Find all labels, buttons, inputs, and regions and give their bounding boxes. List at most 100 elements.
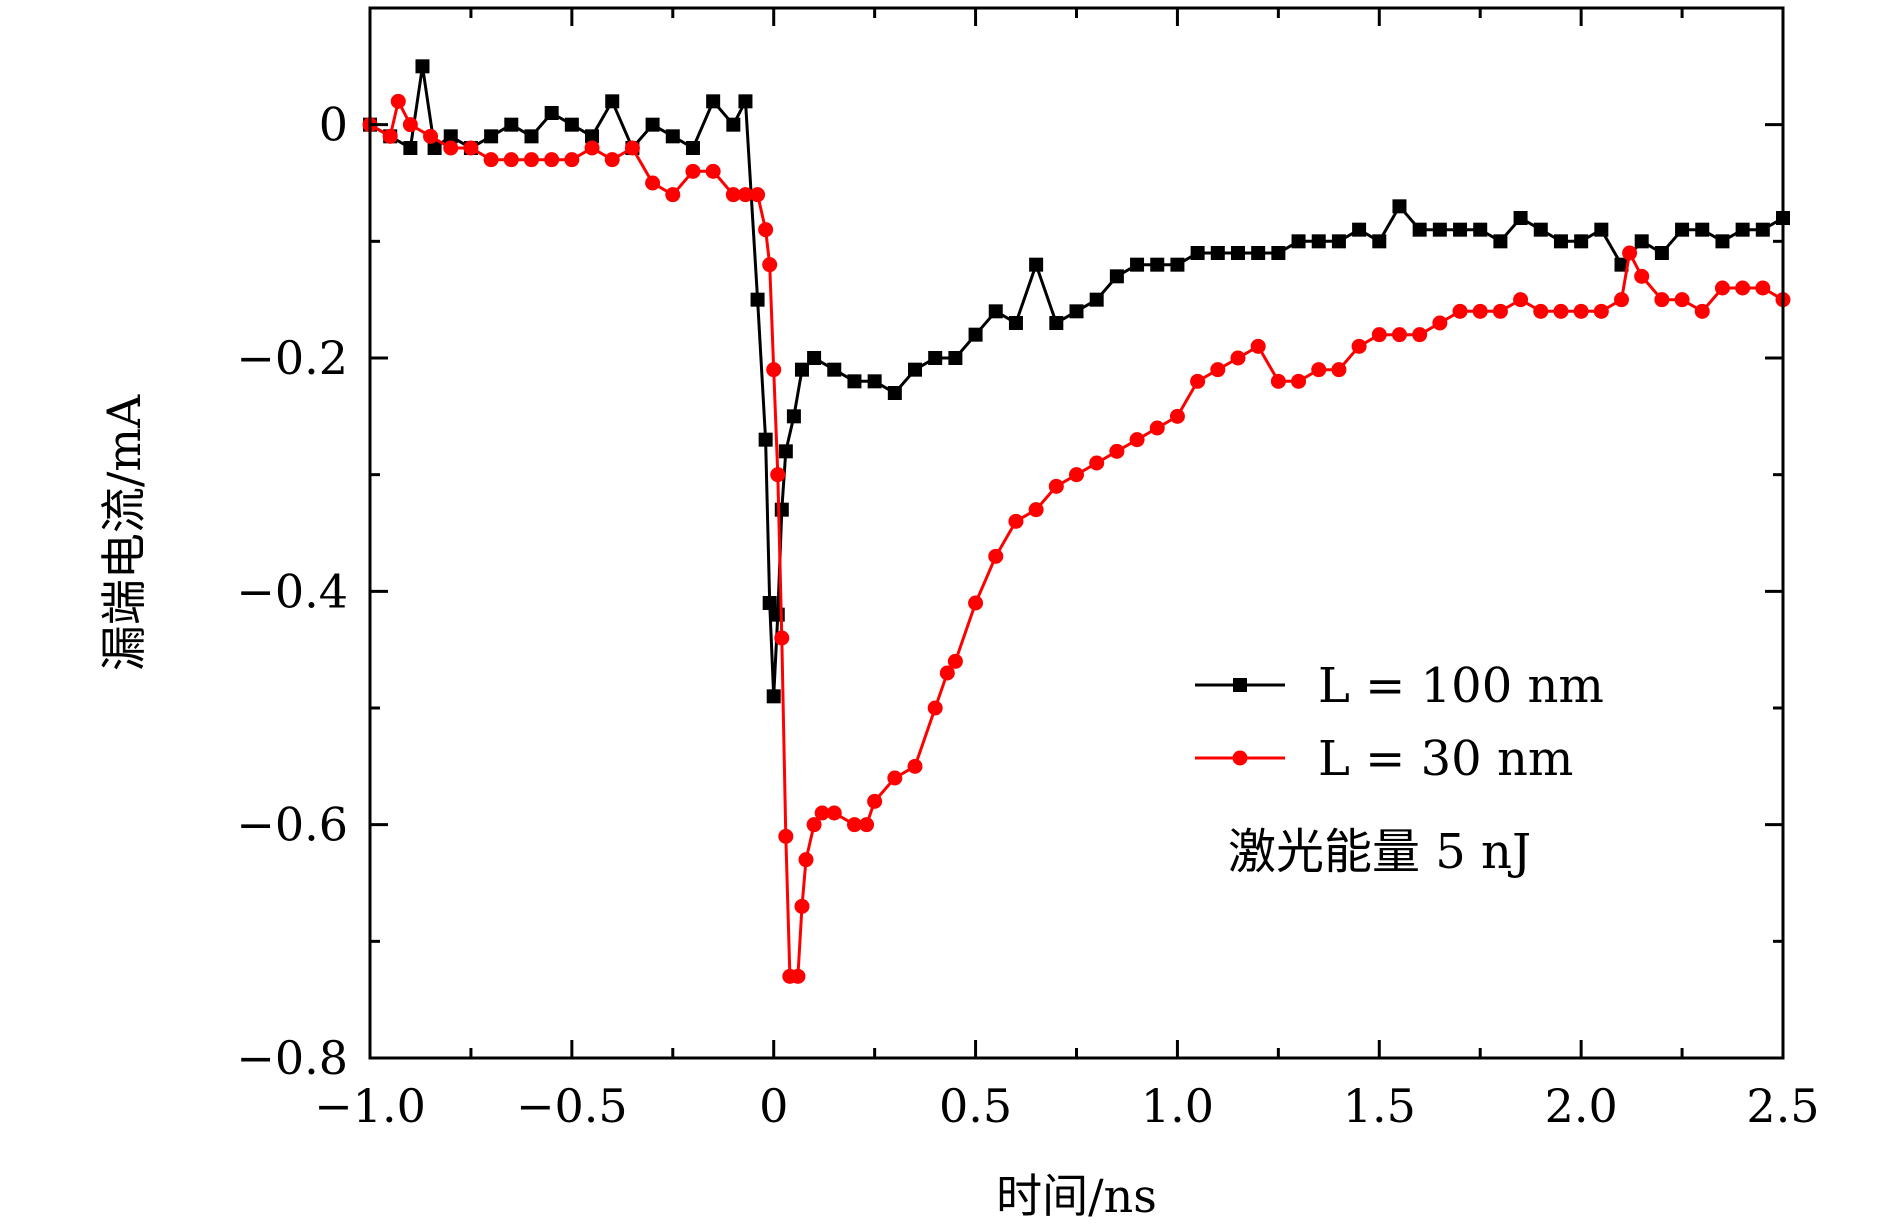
data-point — [948, 351, 963, 365]
data-point — [867, 793, 883, 809]
data-point — [1230, 350, 1246, 366]
data-point — [1614, 292, 1630, 308]
data-point — [1453, 222, 1468, 237]
data-point — [1109, 443, 1125, 459]
data-point — [1169, 408, 1185, 424]
data-point — [807, 351, 822, 365]
data-point — [778, 828, 794, 844]
data-point — [726, 117, 741, 132]
data-point — [1372, 234, 1387, 249]
legend-marker — [1232, 750, 1248, 766]
data-point — [1513, 211, 1528, 225]
data-point — [1675, 222, 1690, 237]
data-point — [887, 386, 902, 400]
data-point — [1331, 234, 1346, 249]
data-point — [988, 548, 1004, 564]
data-point — [1533, 303, 1549, 319]
legend-item-1: L = 30 nm — [1195, 731, 1573, 787]
data-point — [907, 758, 923, 774]
data-point — [564, 152, 580, 168]
data-point — [887, 770, 903, 786]
data-point — [766, 362, 782, 378]
data-point — [423, 128, 439, 144]
data-point — [605, 94, 620, 109]
legend: L = 100 nm L = 30 nm — [1195, 658, 1604, 787]
data-point — [770, 467, 786, 483]
ticks-layer — [368, 8, 1785, 1060]
x-tick-label: 2.0 — [1545, 1079, 1618, 1133]
data-point — [604, 152, 620, 168]
data-point — [1735, 280, 1751, 296]
y-axis-title: 漏端电流/mA — [97, 394, 151, 671]
labels-layer: −1.0 −0.5 0 0.5 1.0 1.5 2.0 2.5 0 −0.2 −0.4 −0.6 −0.… — [236, 98, 1819, 1133]
data-point — [750, 292, 765, 307]
data-point — [585, 129, 600, 144]
x-axis-title: 时间/ns — [996, 1169, 1157, 1223]
data-point — [1674, 292, 1690, 308]
data-point — [1472, 303, 1488, 319]
data-point — [1493, 234, 1508, 249]
data-point — [1270, 373, 1286, 389]
data-point — [1170, 257, 1185, 272]
data-point — [1695, 222, 1710, 237]
data-point — [564, 117, 579, 132]
data-point — [1069, 304, 1084, 319]
data-point — [1622, 245, 1638, 261]
data-point — [1190, 373, 1206, 389]
data-point — [624, 140, 640, 156]
data-point — [1594, 222, 1609, 237]
data-point — [988, 304, 1003, 319]
data-point — [758, 432, 773, 447]
data-point — [1250, 338, 1266, 354]
data-point — [927, 700, 943, 716]
data-point — [1654, 246, 1669, 260]
legend-label: L = 30 nm — [1318, 731, 1573, 787]
data-point — [645, 175, 661, 191]
x-tick-label: 0 — [759, 1079, 788, 1133]
data-point — [762, 257, 778, 273]
y-tick-label: −0.2 — [236, 331, 348, 385]
data-point — [1513, 292, 1529, 308]
data-point — [1029, 257, 1044, 272]
data-point — [685, 141, 700, 155]
data-point — [1735, 222, 1750, 237]
data-point — [1412, 327, 1428, 343]
data-point — [1210, 246, 1225, 260]
data-point — [774, 502, 789, 517]
legend-marker — [1233, 678, 1247, 692]
data-point — [1371, 327, 1387, 343]
x-tick-label: 2.5 — [1746, 1079, 1819, 1133]
series-0 — [363, 59, 1790, 704]
series-1 — [362, 93, 1791, 984]
x-tick-label: −0.5 — [516, 1079, 628, 1133]
data-point — [1351, 338, 1367, 354]
data-point — [645, 117, 660, 132]
x-tick-label: 1.5 — [1343, 1079, 1416, 1133]
data-point — [1008, 316, 1023, 330]
x-tick-label: 1.0 — [1141, 1079, 1214, 1133]
data-point — [1129, 432, 1145, 448]
data-point — [1432, 222, 1447, 237]
data-point — [544, 152, 560, 168]
data-point — [1109, 269, 1124, 284]
data-point — [725, 187, 741, 203]
data-point — [523, 152, 539, 168]
data-point — [928, 351, 943, 365]
data-point — [1352, 222, 1367, 237]
data-point — [1069, 467, 1084, 483]
energy-annotation: 激光能量 5 nJ — [1228, 824, 1531, 880]
data-point — [1432, 315, 1448, 331]
data-point — [403, 141, 418, 155]
data-point — [762, 596, 777, 610]
data-point — [794, 898, 810, 914]
data-point — [1553, 234, 1568, 249]
data-point — [947, 653, 963, 669]
data-point — [1573, 303, 1589, 319]
data-point — [968, 327, 983, 342]
data-point — [968, 595, 984, 611]
data-point — [1634, 234, 1649, 249]
data-point — [790, 968, 806, 984]
data-point — [766, 689, 781, 704]
